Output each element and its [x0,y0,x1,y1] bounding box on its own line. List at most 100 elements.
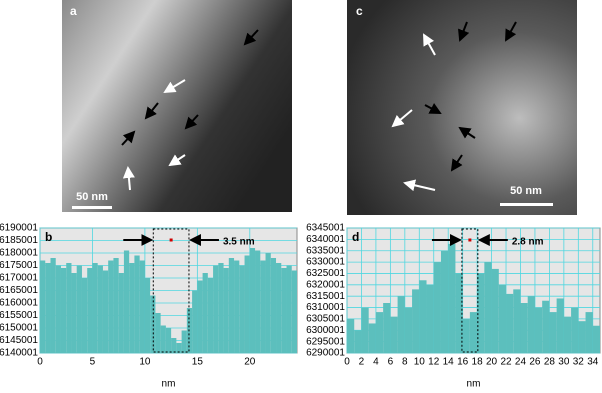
bar [585,312,593,353]
bar [160,325,166,353]
y-tick-label: 6295001 [306,336,345,347]
bar [469,312,478,353]
bar [534,307,543,353]
bar [440,250,449,353]
bar [71,273,77,353]
annotation: 2.8 nm [512,237,544,248]
bar [213,265,219,353]
y-tick-label: 6345001 [306,223,345,234]
scale-bar-label: 50 nm [76,191,108,203]
x-tick-label: 18 [472,357,484,368]
bar [50,258,56,353]
y-tick-label: 6300001 [306,325,345,336]
scale-bar [500,203,553,206]
bar [40,260,46,353]
bar [542,300,550,353]
y-tick-label: 6160001 [0,298,38,309]
bar [139,260,145,353]
bar [181,330,187,353]
bar [118,273,124,353]
y-tick-label: 6150001 [0,323,38,334]
bar [527,296,535,353]
bar [197,280,203,353]
highlight-box [461,228,479,353]
bar [390,316,398,353]
x-axis-label: nm [467,379,481,390]
bar [97,265,103,353]
bar [239,265,245,353]
bar [270,258,277,353]
y-tick-label: 6155001 [0,310,38,321]
bar [87,268,93,353]
x-tick-label: 32 [573,357,585,368]
bar [260,260,266,353]
bar [202,273,208,353]
bar [383,303,391,353]
y-tick-label: 6330001 [306,257,345,268]
y-tick-label: 6320001 [306,279,345,290]
bar [81,278,88,353]
bar [45,263,51,353]
bar [228,258,235,353]
y-tick-label: 6335001 [306,245,345,256]
bar [55,265,61,353]
bar [66,263,72,353]
bar [207,278,214,353]
bar [76,265,82,353]
bar [361,307,369,353]
bar [433,262,441,353]
bar [448,243,456,353]
scale-bar [72,206,112,209]
bar [484,262,492,353]
bar [291,270,297,353]
y-tick-label: 6290001 [306,348,345,359]
y-tick-label: 6310001 [306,302,345,313]
bar [276,263,282,353]
bar [419,280,427,353]
x-tick-label: 6 [388,357,394,368]
bar [123,250,130,353]
x-tick-label: 5 [90,357,96,368]
x-tick-label: 10 [414,357,426,368]
bar [165,328,172,353]
y-tick-label: 6315001 [306,291,345,302]
bar [102,270,109,353]
marker-dot [468,238,472,242]
bar [578,321,586,353]
y-tick-label: 6140001 [0,348,38,359]
x-tick-label: 0 [344,357,350,368]
arrows [391,21,517,192]
x-tick-label: 24 [515,357,527,368]
x-tick-label: 8 [402,357,408,368]
bar [144,278,151,353]
bar [113,258,119,353]
x-tick-label: 20 [486,357,498,368]
bar [412,289,420,353]
y-tick-label: 6180001 [0,248,38,259]
bar [155,313,161,353]
bar [281,268,287,353]
panel-label: c [356,4,363,18]
bar [549,312,557,353]
x-tick-label: 4 [373,357,379,368]
x-tick-label: 30 [558,357,570,368]
x-tick-label: 2 [359,357,365,368]
bar [556,298,564,353]
annotation: 3.5 nm [223,237,255,248]
bar [506,293,514,353]
x-tick-label: 20 [244,357,256,368]
bar [404,307,413,353]
x-tick-label: 16 [457,357,469,368]
bar [234,260,240,353]
y-tick-label: 6190001 [0,223,38,234]
bar [192,290,198,353]
y-tick-label: 6165001 [0,285,38,296]
y-tick-label: 6170001 [0,273,38,284]
bar [150,295,156,353]
bar [218,263,224,353]
bar [134,255,140,353]
image-c: c 50 nm [347,0,577,215]
bar [571,307,579,353]
x-axis-label: nm [162,379,176,390]
x-tick-label: 28 [544,357,556,368]
